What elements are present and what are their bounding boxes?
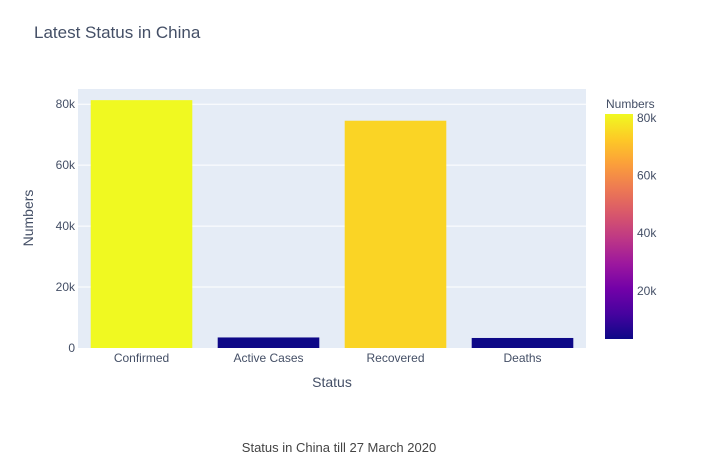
- bar: [90, 100, 193, 348]
- colorbar-tick-label: 20k: [637, 284, 657, 298]
- x-tick-label: Deaths: [503, 351, 541, 365]
- bar: [471, 337, 574, 348]
- bars: [90, 100, 574, 348]
- x-tick-label: Active Cases: [233, 351, 303, 365]
- chart-title: Latest Status in China: [34, 23, 201, 42]
- colorbar-tick-label: 80k: [637, 111, 657, 125]
- bar: [344, 120, 447, 348]
- y-tick-label: 20k: [56, 280, 76, 294]
- colorbar-tick-labels: 20k 40k 60k 80k: [637, 111, 657, 298]
- y-tick-label: 0: [68, 341, 75, 355]
- x-tick-label: Recovered: [366, 351, 424, 365]
- colorbar-gradient: [605, 114, 633, 339]
- colorbar-tick-label: 40k: [637, 226, 657, 240]
- x-tick-labels: Confirmed Active Cases Recovered Deaths: [114, 351, 542, 365]
- y-tick-labels: 0 20k 40k 60k 80k: [56, 97, 76, 355]
- x-axis-title: Status: [312, 374, 352, 390]
- colorbar-title: Numbers: [606, 97, 655, 111]
- y-tick-label: 40k: [56, 219, 76, 233]
- x-tick-label: Confirmed: [114, 351, 169, 365]
- chart-caption: Status in China till 27 March 2020: [242, 440, 436, 455]
- y-axis-title: Numbers: [20, 190, 36, 247]
- colorbar-tick-label: 60k: [637, 169, 657, 183]
- y-tick-label: 60k: [56, 158, 76, 172]
- colorbar: Numbers 20k 40k 60k 80k: [605, 97, 657, 339]
- bar: [217, 337, 320, 348]
- y-tick-label: 80k: [56, 97, 76, 111]
